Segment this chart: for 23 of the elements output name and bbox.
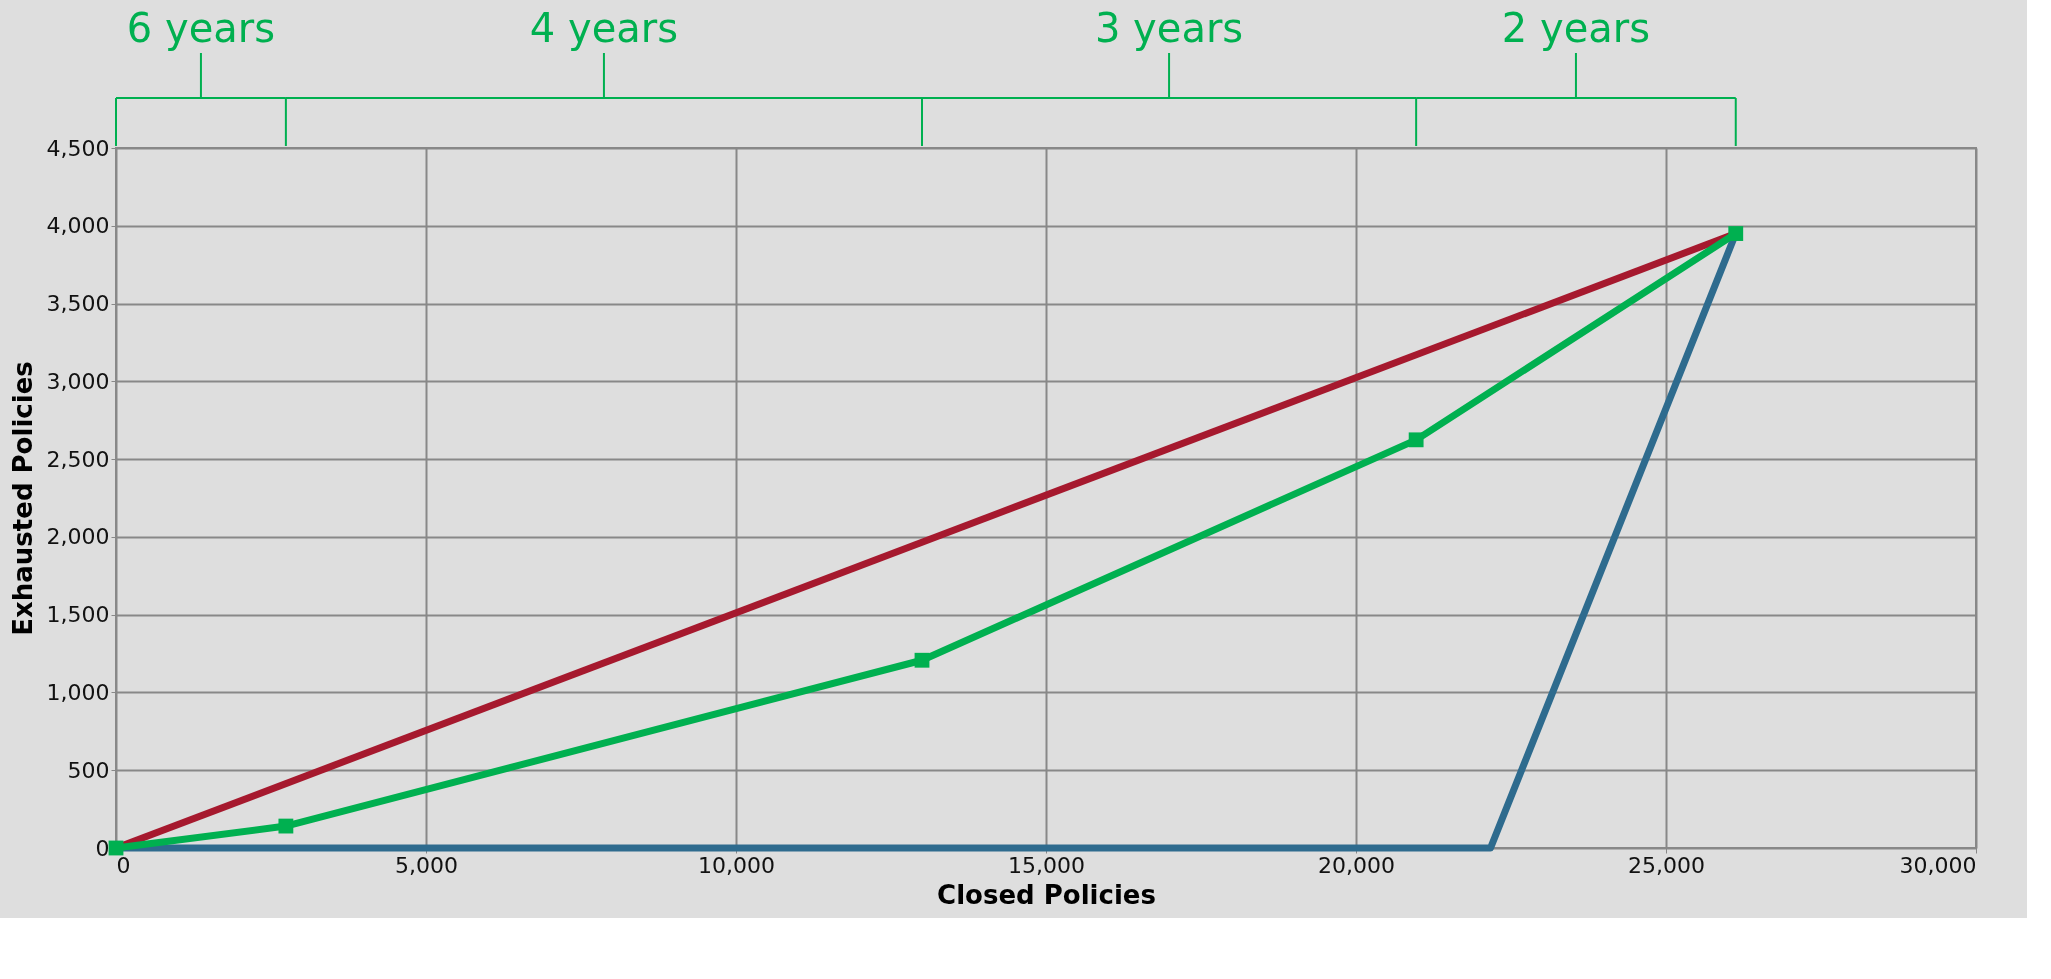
y-tick-label: 3,000 bbox=[46, 368, 110, 394]
text: 6 years bbox=[126, 5, 276, 51]
y-tick-label: 3,500 bbox=[46, 291, 110, 317]
x-tick-label: 10,000 bbox=[698, 852, 775, 878]
text: 4 years bbox=[529, 5, 679, 51]
y-tick-label: 0 bbox=[95, 835, 110, 861]
y-tick-label: 2,500 bbox=[46, 446, 110, 472]
text: 2 years bbox=[1501, 5, 1651, 51]
y-axis-title: Exhausted Policies bbox=[7, 361, 38, 636]
x-tick-label: 0 bbox=[116, 852, 131, 878]
y-tick-label: 1,000 bbox=[46, 679, 110, 705]
y-tick-label: 4,500 bbox=[46, 135, 110, 161]
x-tick-label: 5,000 bbox=[395, 852, 458, 878]
x-tick-label: 25,000 bbox=[1628, 852, 1705, 878]
y-tick-label: 4,000 bbox=[46, 213, 110, 239]
x-tick-label: 20,000 bbox=[1318, 852, 1395, 878]
text: 3 years bbox=[1094, 5, 1244, 51]
x-tick-label: 30,000 bbox=[1899, 852, 1977, 878]
x-axis-title: Closed Policies bbox=[937, 879, 1156, 910]
y-tick-label: 2,000 bbox=[46, 524, 110, 550]
y-tick-label: 1,500 bbox=[46, 602, 110, 628]
x-tick-label: 15,000 bbox=[1008, 852, 1085, 878]
y-tick-label: 500 bbox=[67, 757, 110, 783]
